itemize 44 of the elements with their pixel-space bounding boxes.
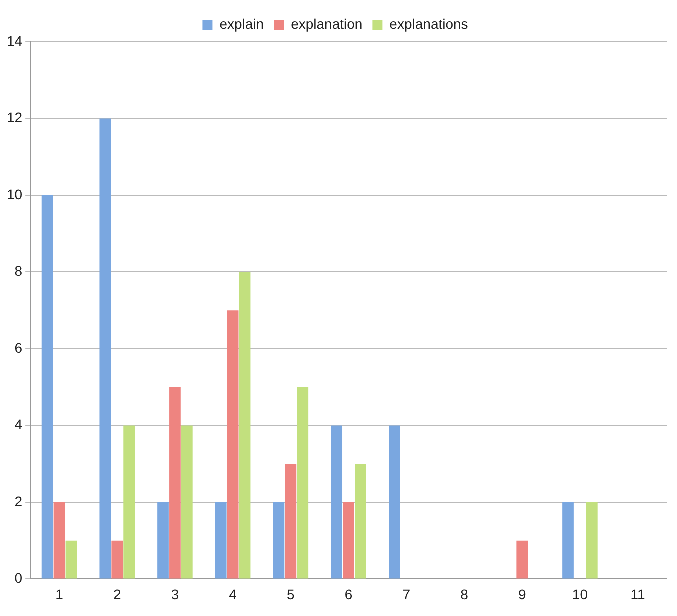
y-tick-label: 10: [6, 186, 23, 202]
legend-label: explanations: [390, 16, 468, 32]
bar: [42, 195, 54, 579]
bar: [355, 464, 366, 579]
bar: [389, 426, 400, 579]
x-tick-label: 6: [344, 586, 353, 602]
y-tick-label: 0: [14, 570, 23, 586]
bar: [273, 502, 285, 579]
y-tick-label: 4: [14, 416, 23, 433]
x-tick-label: 2: [113, 586, 122, 602]
y-tick-label: 8: [14, 263, 23, 280]
bar: [100, 118, 112, 579]
x-tick-label: 4: [229, 586, 238, 602]
bar: [112, 540, 124, 579]
x-tick-label: 5: [287, 586, 296, 602]
bar: [331, 426, 343, 579]
x-tick-label: 11: [630, 586, 646, 602]
bar: [227, 310, 239, 579]
bar: [562, 502, 574, 579]
x-tick-label: 8: [460, 586, 469, 602]
y-tick-label: 2: [14, 493, 23, 510]
bar: [285, 464, 297, 579]
bar: [215, 502, 227, 579]
bar: [158, 502, 169, 579]
x-tick-label: 1: [56, 586, 64, 602]
bar: [54, 502, 66, 579]
x-tick-label: 10: [572, 586, 588, 602]
bar: [343, 502, 354, 579]
x-tick-label: 7: [402, 586, 411, 602]
bar: [170, 387, 181, 579]
y-tick-label: 12: [6, 110, 23, 126]
legend-label: explain: [220, 16, 264, 32]
bar: [239, 272, 251, 579]
legend-label: explanation: [291, 16, 363, 32]
bar: [181, 426, 193, 579]
bar: [586, 502, 598, 579]
bar: [124, 426, 135, 579]
bar: [516, 540, 528, 579]
x-tick-label: 9: [518, 586, 526, 602]
y-tick-label: 6: [14, 340, 23, 356]
bar: [297, 387, 309, 579]
bar: [66, 540, 78, 579]
x-tick-label: 3: [171, 586, 180, 602]
y-tick-label: 14: [6, 32, 23, 49]
